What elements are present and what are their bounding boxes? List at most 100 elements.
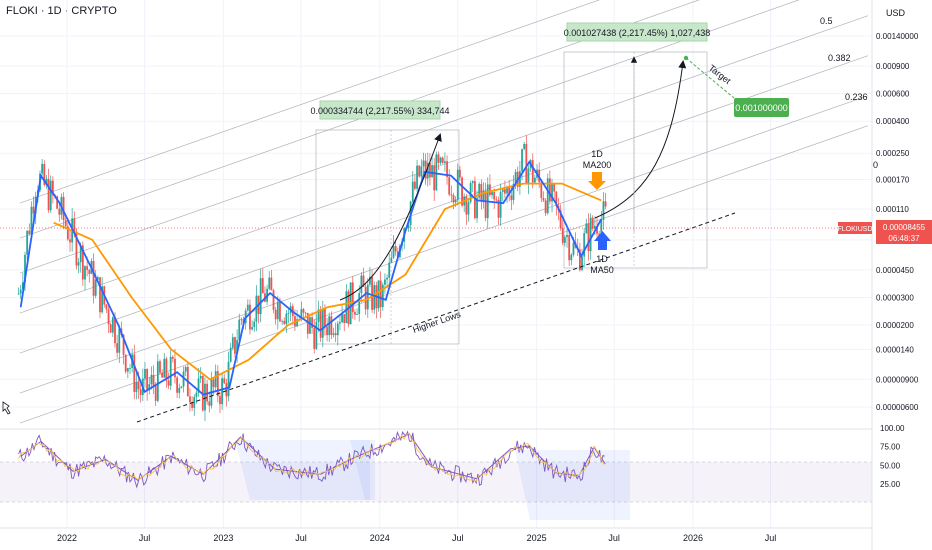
candle-body xyxy=(114,317,116,344)
candle-body xyxy=(371,276,373,310)
time-tick-label: Jul xyxy=(608,533,620,543)
candle-body xyxy=(148,384,151,391)
candle-body xyxy=(304,312,307,314)
candle-body xyxy=(439,157,442,163)
ma50-callout-line2: MA50 xyxy=(590,265,614,275)
candle-body xyxy=(478,183,481,198)
candle-body xyxy=(379,280,382,308)
candle-body xyxy=(339,322,341,324)
time-tick-label: 2024 xyxy=(370,533,390,543)
rsi-tick-label: 25.00 xyxy=(880,480,901,489)
candle-body xyxy=(319,309,322,338)
candle-body xyxy=(489,184,491,196)
candle-body xyxy=(369,276,371,285)
candle-body xyxy=(341,314,343,323)
candle-body xyxy=(306,312,309,334)
candle-body xyxy=(94,279,97,296)
candle-body xyxy=(518,171,521,187)
ma200-line xyxy=(53,182,602,381)
candle-body xyxy=(253,321,256,328)
candle-body xyxy=(139,389,142,395)
candle-body xyxy=(570,254,573,261)
candle-body xyxy=(79,245,82,263)
fib-channel-line xyxy=(19,0,700,239)
candle-body xyxy=(602,201,605,220)
rsi-ma-line xyxy=(18,432,606,482)
candle-body xyxy=(47,178,50,211)
candle-body xyxy=(313,327,316,349)
candle-body xyxy=(585,223,588,234)
candle-body xyxy=(300,309,303,320)
candle-body xyxy=(270,277,273,291)
candle-body xyxy=(214,371,217,388)
candle-body xyxy=(64,220,67,227)
candle-body xyxy=(86,266,89,270)
candle-body xyxy=(236,340,239,354)
candle-body xyxy=(533,177,536,183)
candle-body xyxy=(334,333,337,336)
candle-body xyxy=(583,233,586,257)
candle-body xyxy=(474,181,476,219)
candle-body xyxy=(326,326,328,336)
candle-body xyxy=(456,169,459,200)
price-tick-label: 0.000250 xyxy=(876,149,910,158)
candle-body xyxy=(309,317,311,334)
symbol-title: FLOKI · 1D · CRYPTO xyxy=(6,5,117,17)
fib-level-label: 0.236 xyxy=(845,92,868,102)
drawing-tool-icon[interactable] xyxy=(2,401,11,415)
candle-body xyxy=(28,230,31,234)
candle-body xyxy=(566,235,568,238)
price-tick-label: 0.0000300 xyxy=(876,293,914,302)
last-price-tag xyxy=(876,220,932,244)
price-tick-label: 0.00000900 xyxy=(876,375,919,384)
candle-body xyxy=(465,196,468,215)
candle-body xyxy=(261,278,264,294)
candle-body xyxy=(107,309,110,325)
candle-body xyxy=(561,228,564,243)
candle-body xyxy=(420,166,423,177)
candle-body xyxy=(178,387,181,393)
candle-body xyxy=(227,361,230,397)
candle-body xyxy=(167,380,170,386)
candle-body xyxy=(126,368,129,372)
candle-body xyxy=(441,157,444,163)
candle-body xyxy=(461,177,463,206)
price-tick-label: 0.0000200 xyxy=(876,321,914,330)
candle-body xyxy=(416,165,418,189)
candle-body xyxy=(435,154,438,191)
rsi-trend-zone xyxy=(235,440,370,500)
candle-body xyxy=(24,254,26,283)
candle-body xyxy=(328,316,331,336)
candle-body xyxy=(208,401,211,406)
candle-body xyxy=(109,324,112,333)
candle-body xyxy=(88,269,91,274)
fib-level-label: 0.382 xyxy=(828,53,851,63)
candle-body xyxy=(360,275,363,294)
candle-body xyxy=(111,317,114,333)
last-price-value: 0.00008455 xyxy=(883,223,926,232)
candle-body xyxy=(75,231,78,266)
price-tick-label: 0.00000600 xyxy=(876,403,919,412)
candle-body xyxy=(105,304,108,310)
candle-body xyxy=(384,279,386,285)
rsi-tick-label: 75.00 xyxy=(880,443,901,452)
rsi-tick-label: 100.00 xyxy=(880,424,905,433)
candle-body xyxy=(81,245,84,280)
candle-body xyxy=(593,226,596,229)
candle-body xyxy=(281,320,283,322)
candle-body xyxy=(392,246,395,258)
candle-body xyxy=(407,225,410,229)
candle-body xyxy=(150,374,153,385)
candle-body xyxy=(204,383,206,411)
price-tick-label: 0.000400 xyxy=(876,117,910,126)
candle-body xyxy=(225,383,228,397)
time-tick-label: Jul xyxy=(765,533,777,543)
time-tick-label: Jul xyxy=(139,533,151,543)
candle-body xyxy=(448,177,451,195)
candle-body xyxy=(491,192,493,196)
candle-body xyxy=(559,210,562,229)
candle-body xyxy=(354,312,356,315)
candle-body xyxy=(315,321,318,349)
candle-body xyxy=(17,293,20,295)
